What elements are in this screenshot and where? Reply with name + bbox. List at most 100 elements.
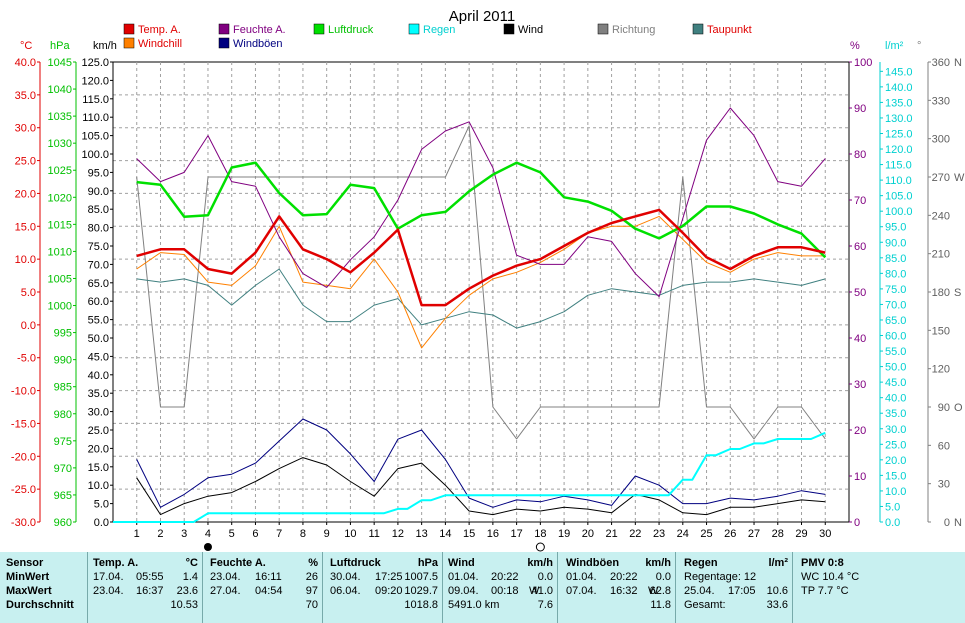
x-tick-label: 20: [582, 528, 594, 540]
x-tick-label: 18: [534, 528, 546, 540]
stats-cell: Temp. A.: [93, 557, 139, 569]
direction-tick-label: 90: [938, 402, 950, 414]
direction-tick-label: 360: [932, 57, 950, 69]
stats-cell: 70: [305, 599, 318, 611]
stats-cell: 20:22: [491, 571, 519, 583]
legend-label-windchill: Windchill: [138, 38, 182, 50]
x-tick-label: 1: [134, 528, 140, 540]
pressure-tick-label: 980: [54, 409, 72, 421]
stats-row: 1018.8: [325, 598, 442, 612]
series-line-pressure: [136, 161, 827, 259]
pressure-tick-label: 1045: [48, 57, 72, 69]
humidity-tick-label: 100: [854, 57, 872, 69]
temp-tick-label: 10.0: [15, 254, 36, 266]
stats-cell: hPa: [417, 557, 438, 569]
pressure-tick-label: 1010: [48, 246, 72, 258]
rain-tick-label: 30.0: [885, 424, 906, 436]
stats-row: 07.04. 16:32 W 62.8: [560, 584, 675, 598]
stats-row: 27.04. 04:54 97: [205, 584, 322, 598]
stats-cell: 0.0: [655, 571, 671, 583]
wind-tick-label: 80.0: [88, 223, 109, 235]
grid: [113, 62, 849, 522]
unit-label-temp: °C: [20, 40, 32, 52]
stats-row: Gesamt: 33.6: [678, 598, 792, 612]
legend-label-humidity: Feuchte A.: [233, 24, 286, 36]
stats-cell: W: [648, 585, 659, 597]
stats-cell: PMV 0:8: [801, 557, 844, 569]
x-tick-label: 28: [772, 528, 784, 540]
legend-swatch-humidity: [218, 23, 230, 35]
x-tick-label: 5: [229, 528, 235, 540]
stats-cell: 17.04.: [93, 571, 124, 583]
humidity-tick-label: 20: [854, 425, 866, 437]
rain-tick-label: 10.0: [885, 486, 906, 498]
rain-tick-label: 45.0: [885, 377, 906, 389]
stats-cell: 07.04.: [566, 585, 597, 597]
stats-cell: W: [529, 585, 540, 597]
stats-cell: 62.8: [649, 585, 671, 597]
x-tick-label: 17: [510, 528, 522, 540]
direction-tick-label: 240: [932, 210, 950, 222]
series-line-wind: [136, 457, 826, 516]
stats-col-pmv: PMV 0:8 WC 10.4 °C TP 7.7 °C: [795, 552, 965, 623]
pressure-tick-label: 990: [54, 355, 72, 367]
stats-cell: Regen: [684, 557, 718, 569]
rain-tick-label: 80.0: [885, 268, 906, 280]
series-line-direction: [136, 125, 826, 440]
wind-tick-label: 15.0: [88, 462, 109, 474]
stats-col-temp: Temp. A. °C 17.04. 05:55 1.4 23.04. 16:37 23.6 1…: [90, 552, 202, 623]
wind-tick-label: 115.0: [82, 94, 109, 106]
moon-markers: [203, 542, 545, 552]
wind-tick-label: 105.0: [81, 131, 109, 143]
pressure-tick-label: 970: [54, 463, 72, 475]
stats-row: 01.04. 20:22 0.0: [560, 570, 675, 584]
wind-tick-label: 85.0: [88, 204, 109, 216]
wind-tick-label: 120.0: [81, 75, 109, 87]
legend-label-temp: Temp. A.: [138, 24, 181, 36]
x-tick-label: 23: [653, 528, 665, 540]
legend-label-dewpoint: Taupunkt: [707, 24, 752, 36]
wind-tick-label: 20.0: [88, 443, 109, 455]
stats-row: WC 10.4 °C: [795, 570, 965, 584]
stats-cell: 16:32: [610, 585, 638, 597]
stats-row: 23.04. 16:11 26: [205, 570, 322, 584]
rain-tick-label: 20.0: [885, 455, 906, 467]
stats-cell: 26: [305, 571, 318, 583]
direction-tick-label: 150: [932, 325, 950, 337]
temp-tick-label: 20.0: [15, 188, 36, 200]
rain-tick-label: 120.0: [885, 144, 913, 156]
stats-cell: Sensor: [6, 557, 44, 569]
pressure-tick-label: 1035: [48, 111, 72, 123]
stats-separator: [87, 552, 88, 623]
series-line-windgust: [136, 418, 826, 508]
wind-tick-label: 70.0: [88, 259, 109, 271]
pressure-tick-label: 1005: [48, 273, 72, 285]
pressure-tick-label: 1020: [48, 192, 72, 204]
humidity-tick-label: 40: [854, 333, 866, 345]
rain-tick-label: 140.0: [885, 82, 913, 94]
stats-row: 17.04. 05:55 1.4: [90, 570, 202, 584]
stats-cell: 27.04.: [210, 585, 241, 597]
humidity-tick-label: 60: [854, 241, 866, 253]
series-lines: [113, 107, 827, 523]
stats-cell: 0.0: [537, 571, 553, 583]
direction-tick-label: 270: [932, 172, 950, 184]
stats-cell: 10.6: [766, 585, 788, 597]
stats-row: 10.53: [90, 598, 202, 612]
temp-tick-label: 5.0: [21, 287, 36, 299]
stats-cell: 25.04.: [684, 585, 715, 597]
rain-tick-label: 75.0: [885, 284, 906, 296]
series-line-rain: [113, 431, 826, 523]
stats-row: 5491.0 km 7.6: [445, 598, 557, 612]
x-tick-label: 30: [819, 528, 831, 540]
pressure-tick-label: 1025: [48, 165, 72, 177]
stats-col-sensor: Sensor MinWert MaxWert Durchschnitt: [0, 552, 87, 623]
rain-tick-label: 40.0: [885, 393, 906, 405]
x-tick-label: 15: [463, 528, 475, 540]
direction-tick-label: 120: [932, 364, 950, 376]
wind-tick-label: 5.0: [94, 499, 109, 511]
stats-separator: [675, 552, 676, 623]
stats-cell: km/h: [527, 557, 553, 569]
stats-row: MinWert: [0, 570, 87, 584]
pressure-tick-label: 1030: [48, 138, 72, 150]
